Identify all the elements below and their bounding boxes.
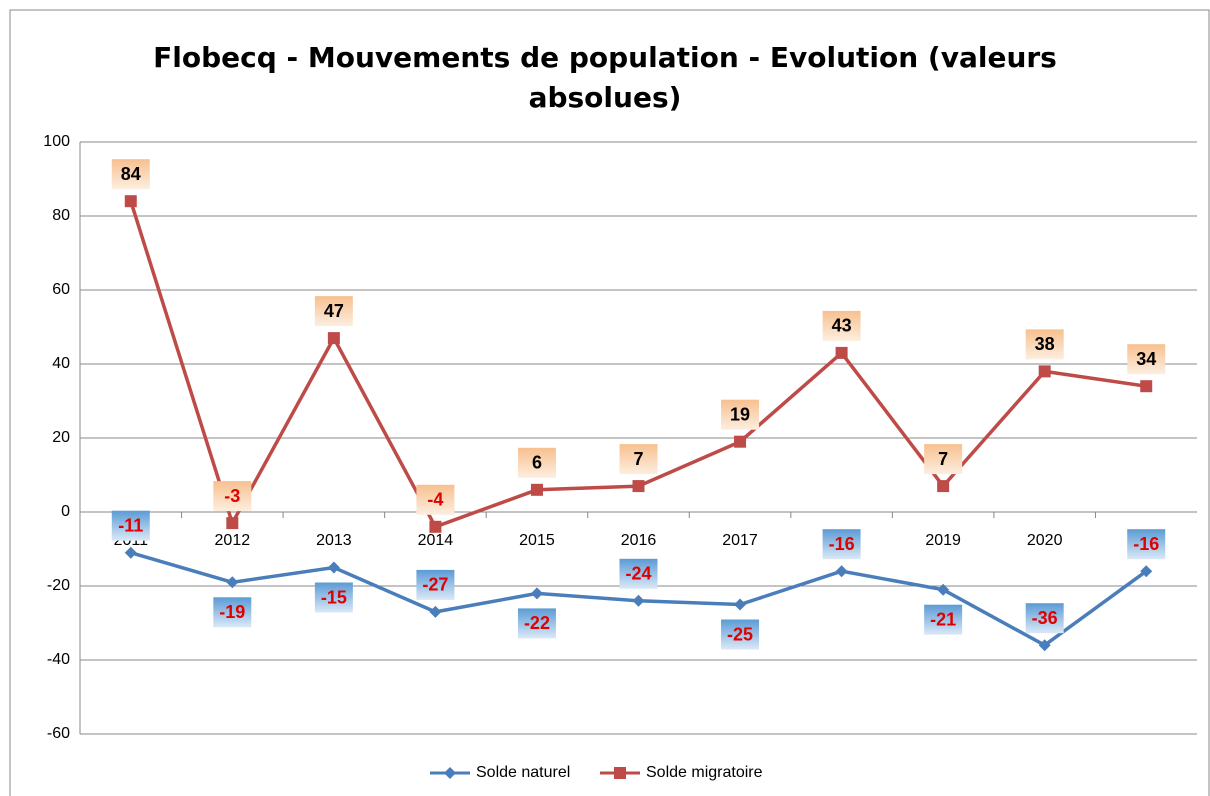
legend-label: Solde naturel <box>476 764 570 781</box>
y-tick-label: -20 <box>47 577 70 594</box>
data-label-bg <box>213 481 252 512</box>
data-label: -21 <box>930 609 956 629</box>
chart-border <box>9 9 1210 796</box>
data-label-bg <box>924 604 963 635</box>
data-label: -4 <box>427 490 443 510</box>
y-tick-label: 40 <box>52 355 70 372</box>
marker <box>632 594 645 607</box>
x-tick-label: 2012 <box>215 532 251 549</box>
marker <box>734 598 747 611</box>
data-label-bg <box>1025 329 1064 360</box>
data-label: 6 <box>532 453 542 473</box>
marker <box>530 483 543 496</box>
data-label: 7 <box>633 449 643 469</box>
marker <box>632 480 645 493</box>
data-label: -27 <box>422 575 448 595</box>
marker <box>327 332 340 345</box>
data-label-bg <box>721 399 760 430</box>
data-label: 19 <box>730 404 750 424</box>
data-label: -25 <box>727 624 753 644</box>
x-tick-label: 2013 <box>316 532 352 549</box>
data-label-bg <box>111 159 150 190</box>
data-label-bg <box>1127 344 1166 375</box>
data-label: 34 <box>1136 349 1156 369</box>
data-label-bg <box>619 558 658 589</box>
x-tick-label: 2014 <box>418 532 454 549</box>
data-label-bg <box>314 582 353 613</box>
data-label: -22 <box>524 613 550 633</box>
marker <box>429 605 442 618</box>
marker <box>444 767 456 779</box>
data-label: -16 <box>829 534 855 554</box>
chart-title: Flobecq - Mouvements de population - Evo… <box>153 41 1057 114</box>
data-label: 47 <box>324 301 344 321</box>
data-label: -15 <box>321 587 347 607</box>
data-label: -24 <box>625 564 651 584</box>
marker <box>734 435 747 448</box>
y-tick-label: 100 <box>43 133 70 150</box>
y-tick-label: 20 <box>52 429 70 446</box>
data-label-bg <box>1127 529 1166 560</box>
data-label-bg <box>721 619 760 650</box>
data-label-bg <box>619 444 658 475</box>
y-tick-label: 80 <box>52 207 70 224</box>
x-tick-label: 2017 <box>722 532 758 549</box>
data-label-bg <box>1025 603 1064 634</box>
data-label-bg <box>924 444 963 475</box>
data-label: 7 <box>938 449 948 469</box>
marker <box>124 195 137 208</box>
data-label: 38 <box>1035 334 1055 354</box>
marker <box>835 346 848 359</box>
data-label: 84 <box>121 164 141 184</box>
marker <box>124 546 137 559</box>
y-tick-label: 0 <box>61 503 70 520</box>
data-label-bg <box>517 447 556 478</box>
marker <box>429 520 442 533</box>
data-label: -16 <box>1133 534 1159 554</box>
x-tick-label: 2019 <box>925 532 961 549</box>
marker <box>1038 639 1051 652</box>
y-tick-label: 60 <box>52 281 70 298</box>
marker <box>1140 565 1153 578</box>
x-tick-label: 2016 <box>621 532 657 549</box>
marker <box>937 583 950 596</box>
data-label-bg <box>822 529 861 560</box>
marker <box>327 561 340 574</box>
marker <box>835 565 848 578</box>
data-label-bg <box>822 310 861 341</box>
y-tick-label: -60 <box>47 725 70 742</box>
marker <box>1140 380 1153 393</box>
marker <box>226 517 239 530</box>
x-tick-label: 2015 <box>519 532 555 549</box>
marker <box>1038 365 1051 378</box>
data-label-bg <box>213 597 252 628</box>
data-label-bg <box>111 510 150 541</box>
x-tick-label: 2020 <box>1027 532 1063 549</box>
marker <box>614 767 626 779</box>
data-label: 43 <box>832 316 852 336</box>
data-label-bg <box>314 296 353 327</box>
marker <box>937 480 950 493</box>
data-label: -11 <box>118 515 143 535</box>
data-label-bg <box>416 569 455 600</box>
legend-label: Solde migratoire <box>646 764 763 781</box>
marker <box>226 576 239 589</box>
data-label-bg <box>416 484 455 515</box>
marker <box>530 587 543 600</box>
data-label: -19 <box>219 602 245 622</box>
data-label-bg <box>517 608 556 639</box>
y-tick-label: -40 <box>47 651 70 668</box>
data-label: -3 <box>224 486 240 506</box>
data-label: -36 <box>1032 608 1058 628</box>
